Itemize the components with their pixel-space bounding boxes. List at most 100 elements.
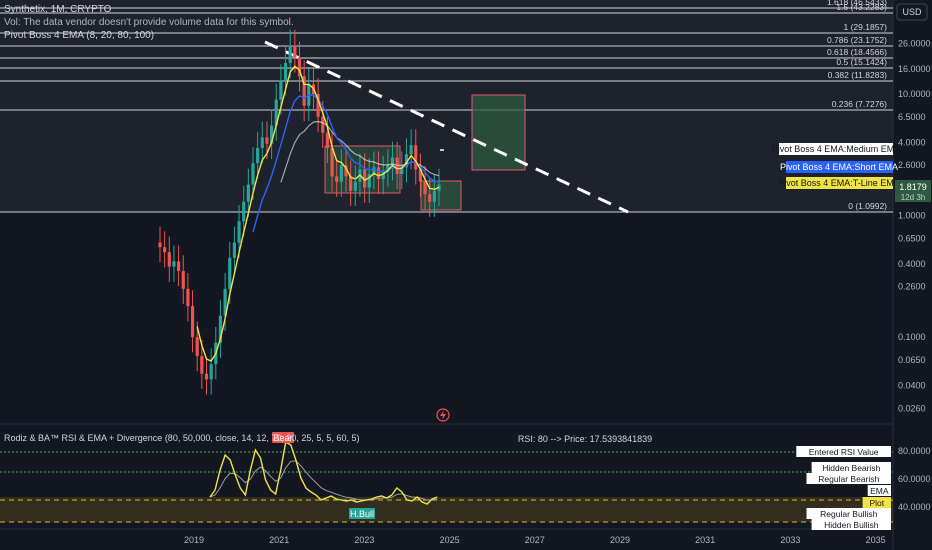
candle-body bbox=[414, 145, 418, 170]
hbull-tag-bg bbox=[349, 508, 375, 519]
candle-body bbox=[279, 80, 283, 100]
rsi-legend-box bbox=[811, 519, 891, 530]
candle-body bbox=[223, 288, 227, 316]
candle-body bbox=[251, 163, 255, 185]
fib-level-label: 0 (1.0992) bbox=[848, 201, 887, 211]
indicator-legend[interactable]: Pivot Boss 4 EMA (8, 20, 80, 100) bbox=[4, 30, 155, 41]
candle-body bbox=[260, 137, 264, 148]
rsi-legend-box bbox=[806, 473, 891, 484]
fib-level-label: 0.786 (23.1752) bbox=[827, 35, 887, 45]
rsi-legend-box bbox=[862, 497, 891, 508]
candle-body bbox=[386, 165, 390, 172]
rsi-tick-label: 60.0000 bbox=[898, 474, 931, 484]
price-axis[interactable]: 26.0000 16.0000 10.0000 6.5000 4.0000 2.6000 1… bbox=[898, 39, 931, 414]
rsi-tick-label: 40.0000 bbox=[898, 502, 931, 512]
lightning-icon[interactable] bbox=[436, 408, 450, 422]
fib-labels: 1.618 (46.5433)1.5 (43.2283) 1 (29.1857) 0… bbox=[827, 0, 887, 211]
candle-body bbox=[265, 137, 269, 144]
price-tick-label: 0.2600 bbox=[898, 282, 926, 292]
time-tick-label: 2023 bbox=[354, 535, 374, 545]
rsi-legend-label: Hidden Bullish bbox=[824, 520, 879, 530]
currency-button[interactable]: USD bbox=[896, 3, 928, 21]
time-tick-label: 2021 bbox=[269, 535, 289, 545]
trendline-dashed[interactable] bbox=[264, 40, 629, 214]
candle-body bbox=[404, 154, 409, 168]
candle-body bbox=[195, 337, 199, 357]
candle-body bbox=[204, 373, 209, 380]
svg-text:Pivot Boss 4 EMA:T-Line EMA: Pivot Boss 4 EMA:T-Line EMA bbox=[778, 178, 900, 188]
candle-body bbox=[228, 257, 232, 289]
rsi-legend-label: EMA bbox=[870, 486, 889, 496]
rsi-tick-label: 80.0000 bbox=[898, 446, 931, 456]
candle-body bbox=[270, 125, 274, 144]
upper-zone-shade bbox=[0, 0, 893, 212]
fib-level-label: 1.618 (46.5433) bbox=[827, 0, 887, 7]
candle-body bbox=[428, 194, 432, 202]
candle-body bbox=[232, 242, 236, 258]
candle-body bbox=[200, 356, 204, 374]
price-tick-label: 1.0000 bbox=[898, 211, 926, 221]
rsi-info: RSI: 80 --> Price: 17.5393841839 bbox=[518, 434, 652, 444]
candle-body bbox=[288, 45, 292, 63]
rsi-legend-label: Entered RSI Value bbox=[809, 447, 879, 457]
time-tick-label: 2029 bbox=[610, 535, 630, 545]
tline-ema-line bbox=[196, 65, 440, 362]
hbull-tag: H.Bull bbox=[350, 509, 374, 519]
time-tick-label: 2019 bbox=[184, 535, 204, 545]
candle-body bbox=[177, 261, 181, 272]
price-tick-label: 16.0000 bbox=[898, 64, 931, 74]
price-tick-label: 10.0000 bbox=[898, 89, 931, 99]
candle-body bbox=[418, 169, 422, 182]
candle-body bbox=[432, 190, 436, 202]
fib-retracement[interactable] bbox=[0, 7, 893, 213]
rsi-axis[interactable]: 80.0000 60.0000 40.0000 bbox=[898, 446, 931, 512]
fib-level-label: 0.5 (15.1424) bbox=[836, 57, 887, 67]
candle-body bbox=[367, 173, 371, 188]
candle-body bbox=[400, 167, 404, 174]
candle-body bbox=[246, 184, 250, 202]
candle-body bbox=[344, 165, 348, 177]
ema-short-label: Pivot Boss 4 EMA:Short EMA bbox=[780, 161, 898, 173]
rsi-legend-label: Plot bbox=[869, 498, 884, 508]
fib-level-label: 1 (29.1857) bbox=[844, 22, 888, 32]
candle-body bbox=[172, 261, 176, 267]
rsi-legend-label: Hidden Bearish bbox=[822, 463, 880, 473]
last-price-tag: 1.8179 12d 3h bbox=[895, 180, 931, 202]
svg-text:Pivot Boss 4 EMA:Medium EMA: Pivot Boss 4 EMA:Medium EMA bbox=[772, 144, 901, 154]
price-tick-label: 0.4000 bbox=[898, 259, 926, 269]
rsi-bull-zone bbox=[0, 497, 893, 522]
rsi-title[interactable]: Rodiz & BA™ RSI & EMA + Divergence (80, … bbox=[4, 433, 359, 443]
bear-tag-bg bbox=[272, 432, 294, 443]
candle-body bbox=[390, 157, 395, 166]
fib-level-label: 0.382 (11.8283) bbox=[828, 70, 888, 80]
candle-body bbox=[256, 147, 260, 164]
ema-lines bbox=[196, 65, 440, 362]
fib-level-label: 0.618 (18.4566) bbox=[827, 47, 887, 57]
rsi-legend-label: Regular Bullish bbox=[820, 509, 877, 519]
candle-body bbox=[186, 288, 190, 307]
candle-body bbox=[353, 181, 357, 191]
svg-text:12d 3h: 12d 3h bbox=[901, 193, 925, 202]
symbol-title[interactable]: Synthetix, 1M, CRYPTO bbox=[4, 4, 112, 15]
price-tick-label: 2.6000 bbox=[898, 160, 926, 170]
candle-body bbox=[274, 99, 278, 126]
target-box[interactable] bbox=[471, 94, 526, 171]
rsi-legend-labels: Entered RSI Value Hidden Bearish Regular B… bbox=[796, 446, 891, 530]
candle-body bbox=[190, 306, 195, 338]
price-tick-label: 26.0000 bbox=[898, 39, 931, 49]
time-tick-label: 2031 bbox=[695, 535, 715, 545]
volume-note: Vol: The data vendor doesn't provide vol… bbox=[4, 17, 294, 28]
time-axis[interactable]: 2019 2021 2023 2025 2027 2029 2031 2033 2035 bbox=[184, 535, 886, 545]
candle-body bbox=[372, 167, 376, 174]
range-box-current[interactable] bbox=[420, 180, 462, 211]
ema-tline-label: Pivot Boss 4 EMA:T-Line EMA bbox=[778, 177, 900, 189]
price-tick-label: 0.6500 bbox=[898, 233, 926, 243]
time-tick-label: 2035 bbox=[866, 535, 886, 545]
rsi-line bbox=[209, 440, 438, 505]
candle-body bbox=[423, 181, 427, 195]
candle-body bbox=[218, 315, 223, 343]
price-tick-label: 0.0400 bbox=[898, 381, 926, 391]
candle-body bbox=[316, 94, 320, 117]
price-tick-label: 0.0260 bbox=[898, 403, 926, 413]
